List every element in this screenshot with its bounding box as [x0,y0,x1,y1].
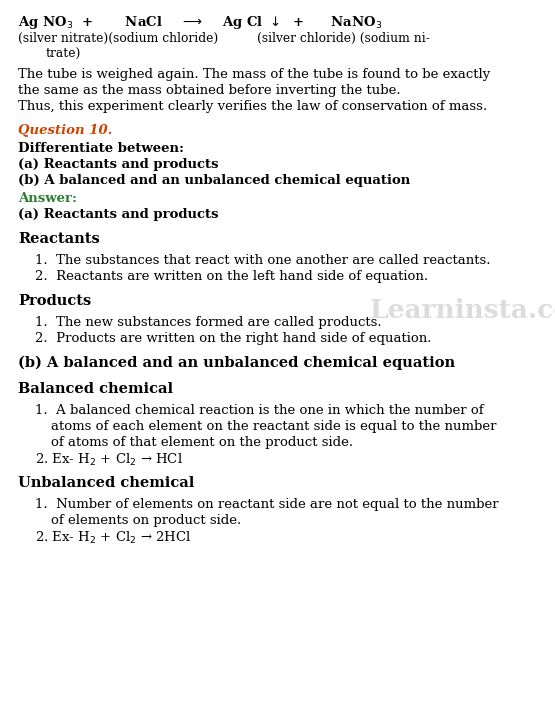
Text: (a) Reactants and products: (a) Reactants and products [18,158,219,171]
Text: Balanced chemical: Balanced chemical [18,382,173,396]
Text: (b) A balanced and an unbalanced chemical equation: (b) A balanced and an unbalanced chemica… [18,356,455,370]
Text: The tube is weighed again. The mass of the tube is found to be exactly: The tube is weighed again. The mass of t… [18,68,490,81]
Text: Answer:: Answer: [18,192,77,205]
Text: (b) A balanced and an unbalanced chemical equation: (b) A balanced and an unbalanced chemica… [18,174,410,187]
Text: Products: Products [18,294,91,308]
Text: Question 10.: Question 10. [18,124,112,137]
Text: atoms of each element on the reactant side is equal to the number: atoms of each element on the reactant si… [51,420,497,433]
Text: 2.  Reactants are written on the left hand side of equation.: 2. Reactants are written on the left han… [35,270,428,283]
Text: 2.  Products are written on the right hand side of equation.: 2. Products are written on the right han… [35,332,431,345]
Text: 1.  The substances that react with one another are called reactants.: 1. The substances that react with one an… [35,254,491,267]
Text: 1.  A balanced chemical reaction is the one in which the number of: 1. A balanced chemical reaction is the o… [35,404,483,417]
Text: 2. Ex- H$_2$ + Cl$_2$ → 2HCl: 2. Ex- H$_2$ + Cl$_2$ → 2HCl [35,530,191,546]
Text: the same as the mass obtained before inverting the tube.: the same as the mass obtained before inv… [18,84,401,97]
Text: Learninsta.com: Learninsta.com [370,298,555,322]
Text: Reactants: Reactants [18,232,100,246]
Text: of elements on product side.: of elements on product side. [51,514,241,527]
Text: 1.  Number of elements on reactant side are not equal to the number: 1. Number of elements on reactant side a… [35,498,498,511]
Text: 2. Ex- H$_2$ + Cl$_2$ → HCl: 2. Ex- H$_2$ + Cl$_2$ → HCl [35,452,183,468]
Text: Thus, this experiment clearly verifies the law of conservation of mass.: Thus, this experiment clearly verifies t… [18,100,487,113]
Text: Differentiate between:: Differentiate between: [18,142,184,155]
Text: 1.  The new substances formed are called products.: 1. The new substances formed are called … [35,316,382,329]
Text: (a) Reactants and products: (a) Reactants and products [18,208,219,221]
Text: Ag NO$_3$  +       NaCl    $\longrightarrow$    Ag Cl $\downarrow$  +      NaNO$: Ag NO$_3$ + NaCl $\longrightarrow$ Ag Cl… [18,14,382,31]
Text: Unbalanced chemical: Unbalanced chemical [18,476,194,490]
Text: (silver nitrate)(sodium chloride)          (silver chloride) (sodium ni-: (silver nitrate)(sodium chloride) (silve… [18,32,430,45]
Text: of atoms of that element on the product side.: of atoms of that element on the product … [51,436,353,449]
Text: trate): trate) [46,48,82,61]
